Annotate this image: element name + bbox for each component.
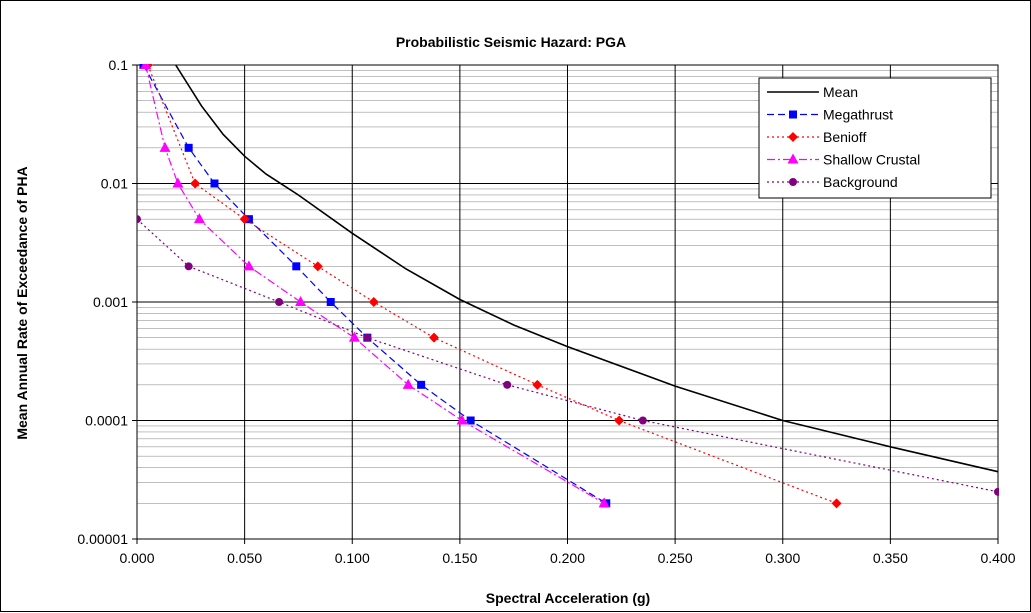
chart-title: Probabilistic Seismic Hazard: PGA — [396, 34, 626, 50]
data-point-shallow-crustal — [243, 260, 255, 271]
data-point-shallow-crustal — [140, 64, 152, 69]
data-point-background — [638, 416, 647, 425]
y-tick-label: 0.001 — [93, 294, 128, 310]
series-benioff — [142, 64, 842, 509]
y-axis-label: Mean Annual Rate of Exceedance of PHA — [14, 166, 30, 439]
legend-label-mean: Mean — [823, 84, 858, 100]
legend-marker-benioff — [788, 132, 798, 142]
data-point-megathrust — [466, 416, 475, 425]
legend-marker-background — [789, 178, 797, 186]
x-tick-label: 0.200 — [550, 550, 585, 566]
data-point-benioff — [532, 379, 543, 390]
data-point-shallow-crustal — [193, 213, 205, 224]
data-point-shallow-crustal — [348, 331, 360, 342]
legend-label-shallow-crustal: Shallow Crustal — [823, 152, 920, 168]
series-shallow-crustal — [140, 64, 610, 508]
x-tick-label: 0.150 — [442, 550, 477, 566]
data-point-megathrust — [292, 262, 301, 271]
data-point-megathrust — [210, 179, 219, 188]
x-tick-label: 0.350 — [873, 550, 908, 566]
x-tick-label: 0.100 — [335, 550, 370, 566]
data-point-benioff — [614, 415, 625, 426]
x-tick-label: 0.250 — [658, 550, 693, 566]
y-tick-label: 0.0001 — [85, 413, 128, 429]
x-axis-label: Spectral Acceleration (g) — [486, 590, 650, 606]
data-point-shallow-crustal — [402, 378, 414, 389]
data-point-megathrust — [326, 298, 335, 306]
y-tick-label: 0.1 — [109, 57, 129, 73]
data-point-background — [994, 487, 999, 496]
x-tick-label: 0.050 — [227, 550, 262, 566]
data-point-shallow-crustal — [159, 141, 171, 152]
data-point-background — [184, 262, 193, 271]
data-point-benioff — [429, 332, 440, 343]
series-mean — [175, 64, 999, 473]
series-line-megathrust — [142, 64, 607, 504]
series-line-benioff — [147, 64, 837, 504]
data-point-shallow-crustal — [456, 414, 468, 425]
data-point-benioff — [312, 261, 323, 272]
data-point-megathrust — [184, 143, 193, 152]
legend-marker-shallow-crustal — [787, 153, 799, 164]
legend-label-background: Background — [823, 174, 898, 190]
data-point-shallow-crustal — [598, 497, 610, 508]
data-point-shallow-crustal — [172, 177, 184, 188]
data-point-benioff — [831, 498, 842, 509]
legend-box — [758, 77, 992, 199]
data-point-background — [503, 380, 512, 389]
legend: Mean Megathrust Benioff Shallow Crustal Back… — [758, 77, 992, 199]
y-tick-label: 0.01 — [101, 176, 128, 192]
data-point-benioff — [239, 214, 250, 225]
legend-label-megathrust: Megathrust — [823, 107, 893, 123]
legend-label-benioff: Benioff — [823, 129, 866, 145]
data-point-megathrust — [417, 380, 426, 389]
series-line-mean — [175, 64, 999, 473]
x-tick-label: 0.000 — [119, 550, 154, 566]
series-background — [137, 215, 999, 496]
legend-marker-megathrust — [789, 110, 797, 119]
x-tick-label: 0.400 — [980, 550, 1015, 566]
series-line-shallow-crustal — [145, 64, 605, 504]
data-point-benioff — [190, 178, 201, 189]
series-megathrust — [139, 64, 611, 508]
data-point-benioff — [368, 297, 379, 307]
data-point-background — [137, 215, 141, 224]
y-tick-label: 0.00001 — [77, 531, 128, 547]
data-point-background — [363, 333, 372, 342]
data-point-shallow-crustal — [295, 296, 307, 306]
x-tick-label: 0.300 — [765, 550, 800, 566]
data-point-background — [275, 298, 284, 306]
